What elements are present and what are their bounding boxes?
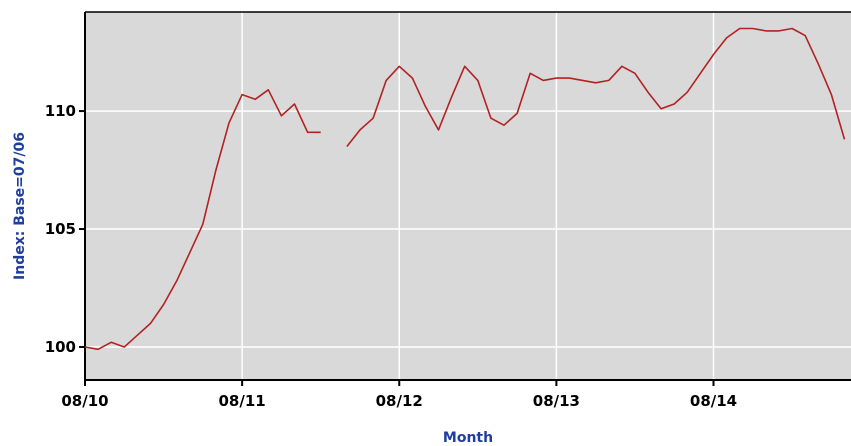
axes (84, 11, 851, 381)
y-tick-label: 100 (45, 338, 76, 356)
x-axis-ticks: 08/10 08/11 08/12 08/13 08/14 (61, 380, 737, 410)
x-tick-label: 08/14 (690, 392, 737, 410)
plot-area (85, 12, 851, 380)
x-axis-title: Month (443, 430, 493, 446)
series-group (84, 27, 846, 351)
y-axis-title: Index: Base=07/06 (12, 132, 28, 280)
series-line (84, 89, 321, 351)
series-line (346, 27, 846, 147)
x-tick-label: 08/12 (376, 392, 423, 410)
grid-lines (85, 12, 851, 380)
x-tick-label: 08/10 (61, 392, 108, 410)
x-tick-label: 08/13 (533, 392, 580, 410)
y-axis-ticks: 100 105 110 (45, 102, 85, 356)
y-tick-label: 105 (45, 220, 76, 238)
x-tick-label: 08/11 (219, 392, 266, 410)
y-tick-label: 110 (45, 102, 76, 120)
